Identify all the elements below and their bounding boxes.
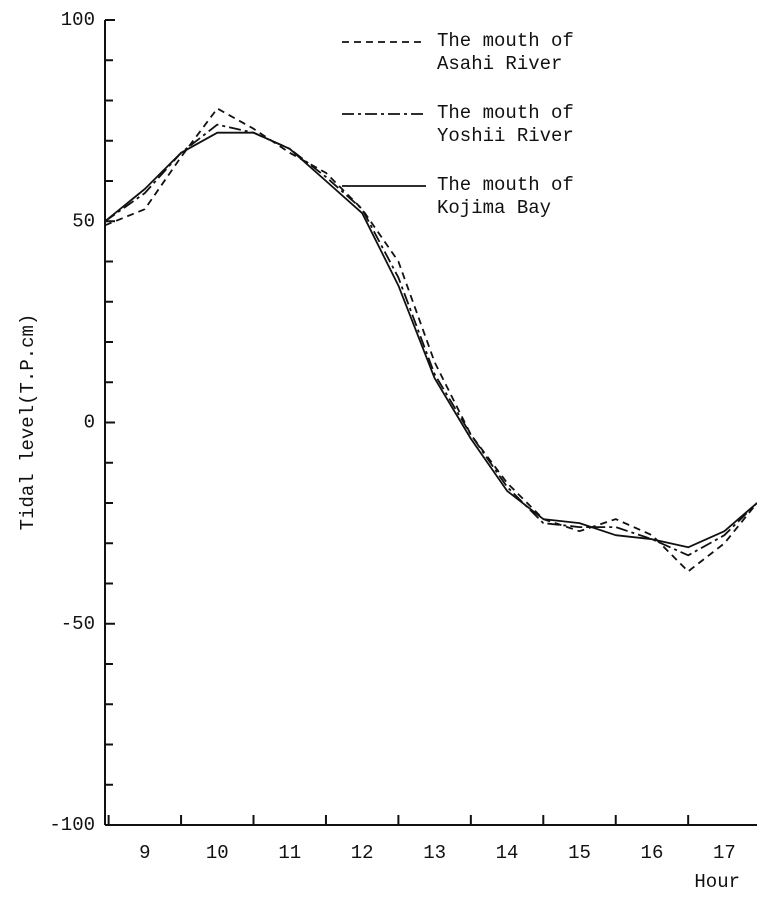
x-axis-label: Hour	[694, 871, 740, 893]
legend-label: The mouth of Asahi River	[437, 30, 574, 75]
series-line	[104, 107, 757, 573]
x-tick-label: 9	[139, 842, 150, 864]
x-tick-label: 11	[278, 842, 301, 864]
series-line	[104, 123, 757, 557]
y-tick-label: 0	[84, 412, 95, 434]
legend-label: The mouth of Yoshii River	[437, 102, 574, 147]
x-tick-label: 17	[713, 842, 736, 864]
y-tick-label: 50	[72, 210, 95, 232]
x-tick-label: 12	[351, 842, 374, 864]
y-tick-label: 100	[61, 9, 95, 31]
legend-label: The mouth of Kojima Bay	[437, 174, 574, 219]
y-tick-label: -50	[61, 613, 95, 635]
x-tick-label: 15	[568, 842, 591, 864]
x-tick-label: 14	[496, 842, 519, 864]
y-tick-label: -100	[49, 814, 95, 836]
y-axis-label: Tidal level(T.P.cm)	[17, 314, 39, 531]
x-tick-label: 16	[641, 842, 664, 864]
series-line	[104, 131, 757, 549]
x-tick-label: 13	[423, 842, 446, 864]
x-tick-label: 10	[206, 842, 229, 864]
